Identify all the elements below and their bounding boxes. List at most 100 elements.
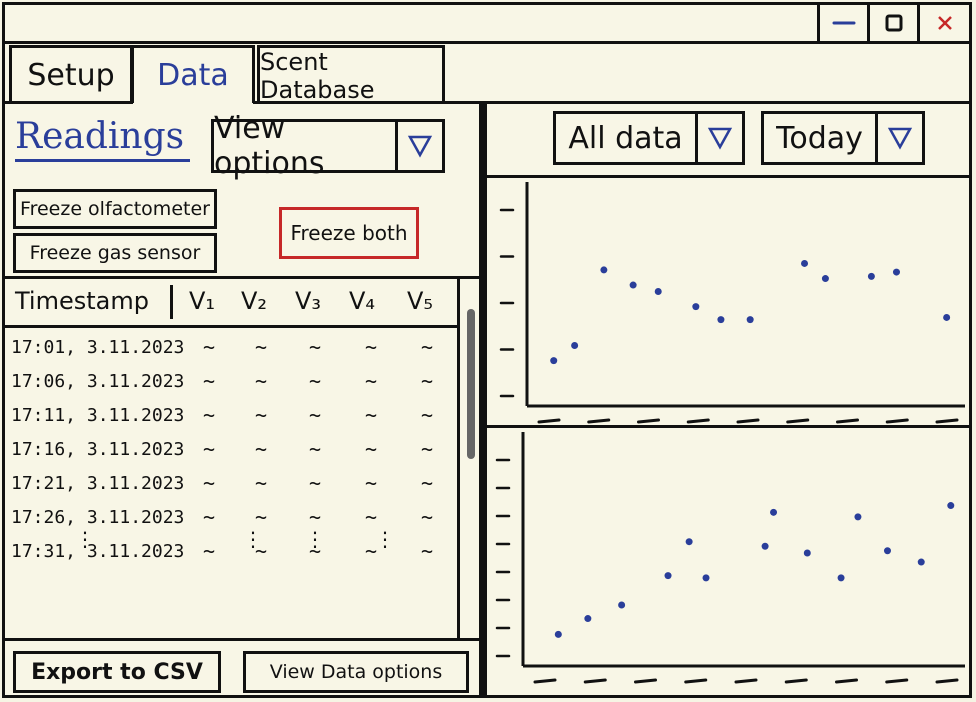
- header-v5: V₅: [407, 287, 434, 315]
- value-cell: ~: [202, 335, 216, 359]
- minimize-button[interactable]: [817, 5, 867, 41]
- data-point: [854, 513, 862, 521]
- value-cell: ~: [364, 539, 378, 563]
- value-cell: ~: [420, 437, 434, 461]
- tab-setup[interactable]: Setup: [9, 45, 133, 103]
- data-point: [717, 316, 725, 324]
- scatter-plot-bottom: [495, 432, 965, 684]
- value-cell: ~: [308, 505, 322, 529]
- tab-setup-label: Setup: [27, 58, 115, 93]
- data-point: [947, 502, 955, 510]
- panel-divider[interactable]: [479, 103, 487, 698]
- table-row[interactable]: 17:26, 3.11.2023 ~ ~ ~ ~ ~: [5, 501, 457, 535]
- time-filter-dropdown[interactable]: Today: [761, 111, 925, 165]
- chart-panel: All data Today: [487, 103, 970, 698]
- header-divider: [170, 285, 173, 319]
- value-cell: ~: [308, 335, 322, 359]
- header-v1: V₁: [189, 287, 216, 315]
- data-point: [761, 542, 769, 550]
- title-bar: [5, 5, 969, 44]
- tab-underline: [253, 101, 970, 104]
- value-cell: ~: [254, 403, 268, 427]
- freeze-gas-sensor-button[interactable]: Freeze gas sensor: [13, 233, 217, 273]
- table-scrollbar[interactable]: [457, 279, 479, 641]
- value-cell: ~: [254, 335, 268, 359]
- close-icon: [937, 16, 952, 30]
- readings-table: Timestamp V₁ V₂ V₃ V₄ V₅ 17:01, 3.11.202…: [5, 276, 479, 641]
- tab-data[interactable]: Data: [131, 45, 255, 103]
- scrollbar-thumb[interactable]: [467, 309, 475, 459]
- value-cell: ~: [202, 437, 216, 461]
- value-cell: ~: [308, 539, 322, 563]
- table-row[interactable]: 17:01, 3.11.2023 ~ ~ ~ ~ ~: [5, 331, 457, 365]
- data-point: [550, 357, 558, 365]
- data-point: [692, 303, 700, 311]
- table-row[interactable]: 17:06, 3.11.2023 ~ ~ ~ ~ ~: [5, 365, 457, 399]
- more-rows-indicator: ⋮: [305, 527, 325, 551]
- readings-heading: Readings: [15, 115, 191, 162]
- freeze-olfactometer-button[interactable]: Freeze olfactometer: [13, 189, 217, 229]
- scatter-chart-bottom: [487, 425, 970, 701]
- more-rows-indicator: ⋮: [243, 527, 263, 551]
- value-cell: ~: [420, 471, 434, 495]
- value-cell: ~: [202, 403, 216, 427]
- data-point: [867, 272, 875, 280]
- data-point: [618, 601, 626, 609]
- x-tick-mark: [885, 418, 909, 424]
- data-point: [883, 547, 891, 555]
- data-point: [584, 615, 592, 623]
- table-row[interactable]: 17:16, 3.11.2023 ~ ~ ~ ~ ~: [5, 433, 457, 467]
- x-tick-mark: [836, 418, 859, 424]
- timestamp-cell: 17:31, 3.11.2023: [11, 541, 185, 562]
- value-cell: ~: [420, 505, 434, 529]
- x-tick-mark: [935, 678, 959, 684]
- more-rows-indicator: ⋮: [375, 527, 395, 551]
- timestamp-cell: 17:26, 3.11.2023: [11, 507, 185, 528]
- tab-data-label: Data: [157, 58, 229, 93]
- value-cell: ~: [308, 403, 322, 427]
- view-options-label: View options: [214, 111, 398, 181]
- x-tick-mark: [537, 418, 561, 424]
- data-point: [600, 266, 608, 274]
- timestamp-cell: 17:11, 3.11.2023: [11, 405, 185, 426]
- x-tick-mark: [686, 418, 710, 424]
- table-row[interactable]: 17:21, 3.11.2023 ~ ~ ~ ~ ~: [5, 467, 457, 501]
- x-tick-mark: [784, 678, 808, 684]
- timestamp-cell: 17:16, 3.11.2023: [11, 439, 185, 460]
- value-cell: ~: [254, 369, 268, 393]
- more-rows-indicator: ⋮: [75, 527, 95, 551]
- x-tick-mark: [734, 678, 758, 684]
- value-cell: ~: [202, 505, 216, 529]
- value-cell: ~: [364, 335, 378, 359]
- x-tick-mark: [786, 418, 810, 424]
- data-point: [702, 574, 710, 582]
- close-button[interactable]: [917, 5, 969, 41]
- data-point: [801, 259, 809, 267]
- tab-scent-database-label: Scent Database: [260, 47, 375, 104]
- value-cell: ~: [420, 539, 434, 563]
- time-filter-label: Today: [764, 114, 878, 162]
- x-tick-mark: [684, 678, 708, 684]
- view-data-options-button[interactable]: View Data options: [243, 651, 469, 693]
- tab-scent-database[interactable]: Scent Database: [257, 45, 445, 104]
- table-row[interactable]: 17:31, 3.11.2023 ~ ~ ~ ~ ~: [5, 535, 457, 569]
- export-csv-button[interactable]: Export to CSV: [13, 651, 221, 693]
- x-tick-mark: [587, 418, 611, 424]
- data-point: [837, 574, 845, 582]
- freeze-both-button[interactable]: Freeze both: [279, 207, 419, 259]
- value-cell: ~: [364, 403, 378, 427]
- value-cell: ~: [254, 471, 268, 495]
- data-filter-label: All data: [556, 114, 698, 162]
- value-cell: ~: [308, 437, 322, 461]
- data-point: [554, 630, 562, 638]
- data-point: [571, 342, 579, 350]
- value-cell: ~: [420, 403, 434, 427]
- value-cell: ~: [420, 335, 434, 359]
- maximize-icon: [885, 14, 902, 32]
- view-options-dropdown[interactable]: View options: [211, 111, 445, 181]
- maximize-button[interactable]: [867, 5, 917, 41]
- data-filter-dropdown[interactable]: All data: [553, 111, 745, 165]
- table-row[interactable]: 17:11, 3.11.2023 ~ ~ ~ ~ ~: [5, 399, 457, 433]
- value-cell: ~: [308, 369, 322, 393]
